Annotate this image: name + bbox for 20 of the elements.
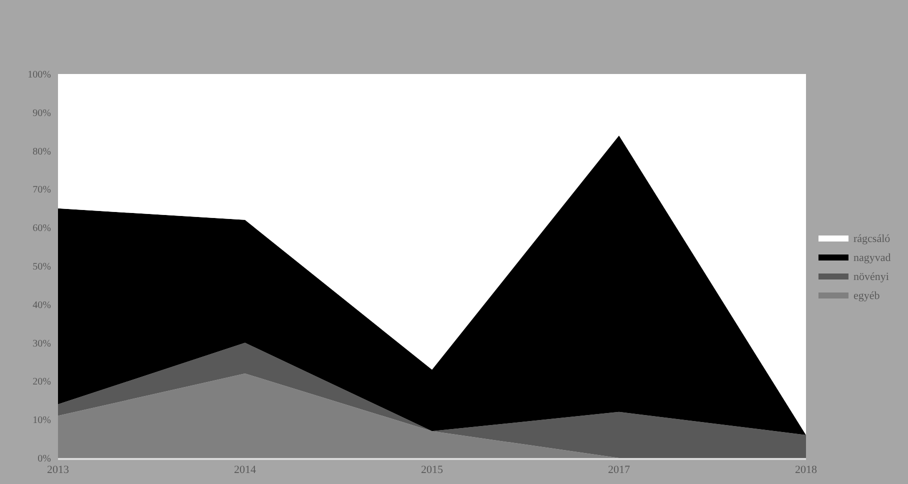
- legend-label: nagyvad: [853, 252, 892, 264]
- legend-label: rágcsáló: [853, 232, 891, 245]
- x-tick-label: 2015: [421, 464, 444, 476]
- y-tick-label: 40%: [32, 300, 51, 311]
- y-tick-label: 70%: [32, 184, 51, 196]
- y-tick-label: 100%: [28, 70, 51, 80]
- legend-label: egyéb: [853, 290, 880, 302]
- y-tick-label: 60%: [32, 223, 51, 234]
- y-tick-label: 0%: [38, 454, 51, 464]
- y-tick-label: 90%: [32, 108, 51, 119]
- y-tick-label: 30%: [32, 338, 51, 350]
- y-tick-label: 50%: [32, 262, 51, 272]
- x-tick-label: 2017: [608, 464, 630, 476]
- x-tick-label: 2014: [234, 464, 256, 476]
- y-tick-label: 10%: [32, 415, 51, 426]
- y-tick-label: 80%: [32, 146, 51, 158]
- y-tick-label: 20%: [32, 376, 51, 388]
- x-tick-label: 2018: [795, 464, 818, 476]
- legend-label: növényi: [853, 270, 889, 283]
- x-tick-label: 2013: [47, 464, 70, 476]
